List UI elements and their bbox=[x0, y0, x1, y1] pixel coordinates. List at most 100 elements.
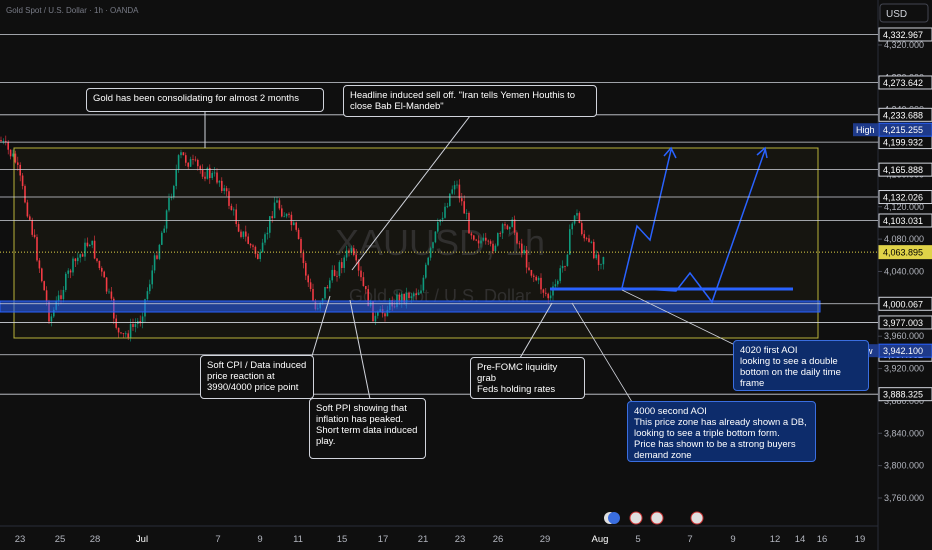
candle-body bbox=[120, 332, 122, 334]
candle-body bbox=[276, 200, 278, 203]
candle-body bbox=[420, 290, 422, 294]
date-label: 5 bbox=[635, 534, 640, 545]
candle-body bbox=[530, 269, 533, 276]
candle-body bbox=[477, 240, 480, 244]
candle-body bbox=[549, 295, 552, 299]
candle-body bbox=[204, 176, 206, 179]
last-price-box bbox=[878, 245, 932, 260]
candle-body bbox=[254, 246, 257, 255]
date-label: 11 bbox=[293, 534, 303, 545]
date-label: 14 bbox=[795, 534, 806, 545]
candle-body bbox=[437, 222, 439, 232]
candle-body bbox=[581, 223, 583, 235]
candle-body bbox=[19, 164, 21, 176]
candle-body bbox=[206, 167, 209, 179]
candle-body bbox=[14, 153, 17, 163]
candle-body bbox=[247, 236, 249, 244]
candle-body bbox=[585, 238, 588, 240]
candle-body bbox=[326, 286, 329, 289]
candle-body bbox=[453, 185, 456, 190]
candle-body bbox=[343, 257, 345, 268]
candle-body bbox=[552, 286, 554, 296]
candle-body bbox=[29, 216, 31, 220]
candle-body bbox=[446, 206, 449, 207]
candle-body bbox=[9, 149, 12, 157]
candle-body bbox=[233, 209, 235, 211]
level-box bbox=[878, 315, 932, 330]
candle-body bbox=[429, 248, 432, 258]
candle-body bbox=[273, 202, 276, 219]
consolidation-box bbox=[13, 147, 819, 339]
level-box bbox=[878, 387, 932, 402]
candle-body bbox=[249, 243, 252, 246]
price-tick-label: 4,120.000 bbox=[884, 202, 924, 212]
date-label: 9 bbox=[730, 534, 735, 545]
candle-body bbox=[129, 324, 132, 338]
level-label: 4,332.967 bbox=[883, 30, 923, 40]
candle-body bbox=[216, 172, 218, 183]
candle-body bbox=[21, 175, 24, 187]
price-tick-label: 3,760.000 bbox=[884, 493, 924, 503]
candle-body bbox=[302, 252, 305, 264]
candle-body bbox=[593, 241, 595, 259]
level-box bbox=[878, 213, 932, 228]
candle-body bbox=[218, 180, 221, 183]
candle-body bbox=[67, 270, 69, 274]
candle-body bbox=[17, 162, 19, 165]
price-tick-label: 4,040.000 bbox=[884, 266, 924, 276]
level-label: 4,132.026 bbox=[883, 193, 923, 203]
candle-body bbox=[105, 277, 108, 292]
candle-body bbox=[329, 280, 331, 289]
candle-body bbox=[463, 201, 465, 214]
candle-body bbox=[456, 184, 458, 186]
annotation: Pre-FOMC liquidity grab Feds holding rat… bbox=[470, 357, 585, 399]
candle-body bbox=[473, 235, 475, 240]
candle-body bbox=[554, 284, 557, 287]
candle-body bbox=[271, 216, 273, 219]
candle-body bbox=[588, 238, 590, 242]
candle-body bbox=[403, 293, 405, 303]
date-label: 23 bbox=[455, 534, 466, 545]
candle-body bbox=[405, 292, 408, 303]
date-label: 15 bbox=[337, 534, 348, 545]
candle-body bbox=[36, 237, 38, 261]
date-label: 26 bbox=[493, 534, 504, 545]
currency-button[interactable] bbox=[879, 3, 929, 23]
candle-body bbox=[5, 140, 7, 142]
candle-body bbox=[516, 232, 518, 244]
candle-body bbox=[597, 254, 600, 265]
candle-body bbox=[506, 225, 509, 230]
candle-body bbox=[288, 213, 290, 215]
candle-body bbox=[127, 333, 129, 338]
level-box bbox=[878, 296, 932, 311]
candle-body bbox=[509, 226, 511, 230]
candle-body bbox=[398, 294, 401, 303]
candle-body bbox=[480, 240, 482, 244]
candle-body bbox=[103, 271, 105, 278]
level-box bbox=[878, 190, 932, 205]
candle-body bbox=[535, 276, 537, 281]
candle-body bbox=[115, 318, 117, 328]
candle-body bbox=[132, 324, 134, 327]
candle-body bbox=[504, 224, 506, 226]
candle-body bbox=[533, 275, 535, 277]
annotation: Headline induced sell off. "Iran tells Y… bbox=[343, 85, 597, 117]
candle-body bbox=[201, 169, 204, 177]
candle-body bbox=[79, 254, 81, 258]
candle-body bbox=[65, 273, 67, 290]
high-label: 4,215.255 bbox=[883, 125, 923, 135]
candle-body bbox=[600, 264, 602, 266]
price-tick-label: 3,960.000 bbox=[884, 331, 924, 341]
candle-body bbox=[170, 197, 173, 199]
candle-body bbox=[161, 232, 163, 245]
projection-arrow bbox=[621, 146, 768, 304]
currency[interactable]: USD bbox=[886, 9, 907, 20]
candle-body bbox=[545, 292, 547, 294]
candle-body bbox=[38, 260, 41, 269]
candle-body bbox=[576, 213, 578, 216]
candle-body bbox=[31, 219, 33, 235]
candle-body bbox=[465, 213, 468, 214]
candle-body bbox=[62, 289, 65, 300]
candle-body bbox=[295, 222, 297, 230]
candle-body bbox=[537, 277, 540, 281]
